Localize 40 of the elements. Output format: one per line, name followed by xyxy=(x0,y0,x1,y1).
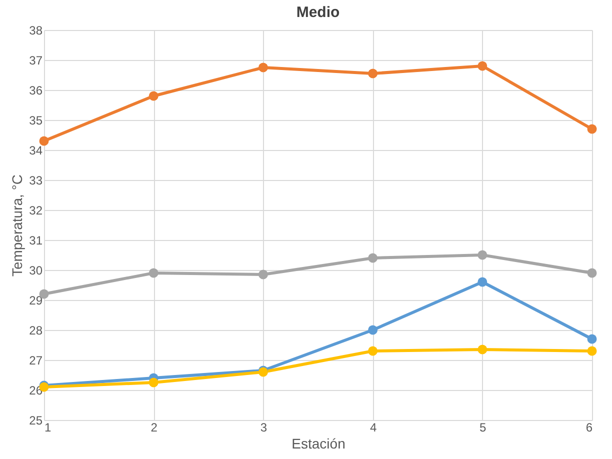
x-axis-title: Estación xyxy=(292,436,346,452)
point xyxy=(587,268,597,278)
x-tick-label: 4 xyxy=(370,420,377,434)
point xyxy=(587,334,597,344)
point xyxy=(587,346,597,356)
y-axis-title: Temperatura, °C xyxy=(9,174,26,277)
x-tick-label: 5 xyxy=(480,420,487,434)
point xyxy=(258,270,268,280)
point xyxy=(148,268,158,278)
point xyxy=(368,253,378,263)
chart-title: Medio xyxy=(296,4,340,21)
y-tick-label: 28 xyxy=(29,324,43,338)
x-tick-label: 6 xyxy=(586,420,593,434)
point xyxy=(368,68,378,78)
point xyxy=(258,62,268,72)
y-tick-label: 30 xyxy=(29,264,43,278)
point xyxy=(368,325,378,335)
point xyxy=(148,378,158,388)
y-tick-label: 27 xyxy=(29,354,43,368)
x-tick-label: 2 xyxy=(150,420,158,434)
x-tick-label: 1 xyxy=(44,420,52,434)
point xyxy=(39,136,49,146)
y-tick-label: 35 xyxy=(29,114,43,128)
point xyxy=(478,277,488,287)
y-tick-label: 38 xyxy=(29,24,43,38)
point xyxy=(368,346,378,356)
y-tick-label: 34 xyxy=(29,144,43,158)
y-tick-label: 29 xyxy=(29,294,43,308)
y-tick-label: 36 xyxy=(29,84,43,98)
y-tick-label: 33 xyxy=(29,174,43,188)
point xyxy=(148,91,158,101)
y-tick-label: 31 xyxy=(29,234,43,248)
point xyxy=(478,250,488,260)
point xyxy=(478,344,488,354)
y-tick-label: 37 xyxy=(29,54,43,68)
y-tick-label: 32 xyxy=(29,204,43,218)
point xyxy=(478,61,488,71)
point xyxy=(587,124,597,134)
x-tick-label: 3 xyxy=(260,420,268,434)
y-tick-label: 25 xyxy=(29,414,43,428)
